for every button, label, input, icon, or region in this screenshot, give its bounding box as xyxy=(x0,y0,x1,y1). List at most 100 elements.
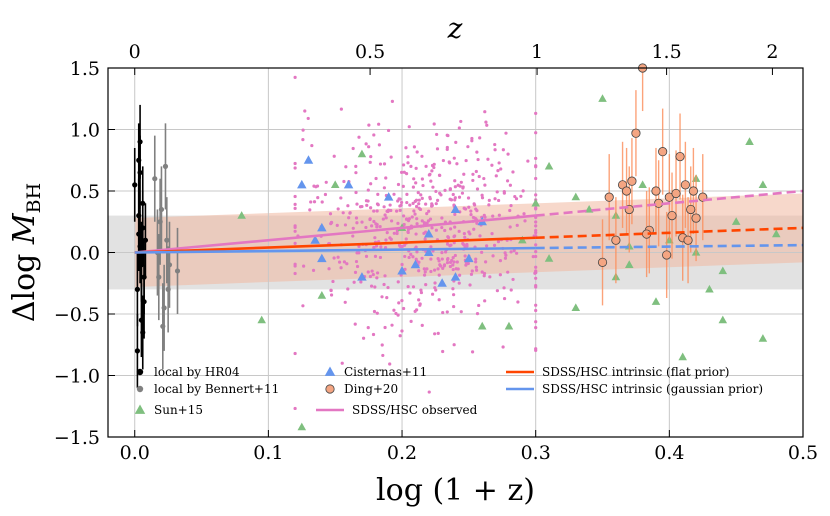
observed-point xyxy=(370,224,374,228)
observed-point xyxy=(534,276,538,280)
observed-point xyxy=(386,285,390,290)
sun15-point xyxy=(477,321,487,330)
observed-point xyxy=(354,216,359,220)
observed-point xyxy=(453,253,457,258)
observed-point xyxy=(488,275,492,279)
top-tick-label: 0 xyxy=(129,41,141,63)
observed-point xyxy=(440,225,444,230)
observed-point xyxy=(397,301,401,305)
observed-point xyxy=(448,264,452,269)
observed-point xyxy=(293,202,297,206)
observed-point xyxy=(354,164,358,168)
y-tick-label: 1.5 xyxy=(70,58,100,80)
observed-point xyxy=(382,162,387,166)
observed-point xyxy=(446,235,450,239)
observed-point xyxy=(353,270,358,274)
observed-point xyxy=(366,199,370,203)
top-tick-label: 0.5 xyxy=(355,41,385,63)
observed-point xyxy=(371,332,376,337)
observed-point xyxy=(374,222,378,226)
observed-point xyxy=(409,319,413,323)
observed-point xyxy=(491,254,495,258)
observed-point xyxy=(534,303,538,307)
fit-line-solid xyxy=(134,214,536,254)
observed-point xyxy=(473,203,477,207)
observed-point xyxy=(457,281,461,285)
observed-point xyxy=(420,256,424,260)
fit-line-solid xyxy=(134,246,536,254)
observed-point xyxy=(483,183,487,187)
observed-point xyxy=(301,138,305,142)
observed-point xyxy=(414,204,419,209)
y-tick-label: −1.0 xyxy=(54,366,100,388)
observed-point xyxy=(369,206,373,210)
observed-point xyxy=(303,109,307,113)
observed-point xyxy=(357,251,361,255)
observed-point xyxy=(497,161,501,165)
observed-point xyxy=(383,274,387,278)
observed-point xyxy=(435,198,440,202)
observed-point xyxy=(359,280,363,284)
observed-point xyxy=(470,136,474,141)
observed-point xyxy=(400,200,404,205)
observed-point xyxy=(402,214,406,218)
observed-point xyxy=(385,296,389,300)
observed-point xyxy=(343,223,348,227)
observed-point xyxy=(323,192,328,197)
cisternas-point xyxy=(397,265,407,275)
bennert-point xyxy=(165,286,171,292)
hr04-point xyxy=(137,139,143,145)
observed-point xyxy=(408,291,412,295)
observed-point xyxy=(293,241,297,245)
observed-point xyxy=(383,325,387,330)
observed-point xyxy=(379,245,383,249)
observed-point xyxy=(445,257,450,262)
observed-point xyxy=(367,145,371,149)
observed-point xyxy=(435,147,440,151)
observed-point xyxy=(460,191,465,195)
legend: local by HR04 local by Bennert+11 Sun+15 Ci… xyxy=(134,365,763,417)
observed-point xyxy=(419,193,423,197)
legend-label: local by Bennert+11 xyxy=(154,382,279,396)
observed-point xyxy=(471,178,475,183)
observed-point xyxy=(336,207,340,211)
observed-point xyxy=(293,161,297,166)
observed-point xyxy=(329,293,334,297)
observed-point xyxy=(459,180,463,184)
observed-point xyxy=(420,219,424,223)
observed-point xyxy=(339,266,343,270)
observed-point xyxy=(370,269,374,273)
observed-point xyxy=(451,263,455,267)
observed-point xyxy=(316,196,320,200)
observed-point xyxy=(419,290,424,295)
observed-point xyxy=(437,298,441,302)
observed-point xyxy=(396,221,400,225)
observed-point xyxy=(422,273,427,277)
observed-point xyxy=(365,203,369,207)
observed-point xyxy=(453,225,457,229)
observed-point xyxy=(440,216,444,220)
observed-point xyxy=(485,123,489,127)
observed-point xyxy=(406,155,410,159)
observed-point xyxy=(506,270,510,274)
observed-point xyxy=(428,172,432,176)
cisternas-point xyxy=(437,278,447,287)
bennert-point xyxy=(174,268,181,274)
observed-point xyxy=(441,158,445,163)
hr04-point xyxy=(140,200,146,206)
observed-point xyxy=(432,268,437,272)
observed-point xyxy=(364,225,368,230)
observed-point xyxy=(396,182,401,187)
observed-point xyxy=(329,222,333,226)
observed-point xyxy=(384,176,388,180)
observed-point xyxy=(502,190,506,194)
observed-point xyxy=(352,280,356,284)
observed-point xyxy=(355,202,359,206)
observed-point xyxy=(381,353,385,358)
observed-point xyxy=(382,282,386,287)
observed-point xyxy=(312,200,317,204)
observed-point xyxy=(422,267,426,271)
observed-point xyxy=(339,196,343,200)
top-tick-label: 1 xyxy=(531,41,543,63)
observed-point xyxy=(398,208,402,212)
